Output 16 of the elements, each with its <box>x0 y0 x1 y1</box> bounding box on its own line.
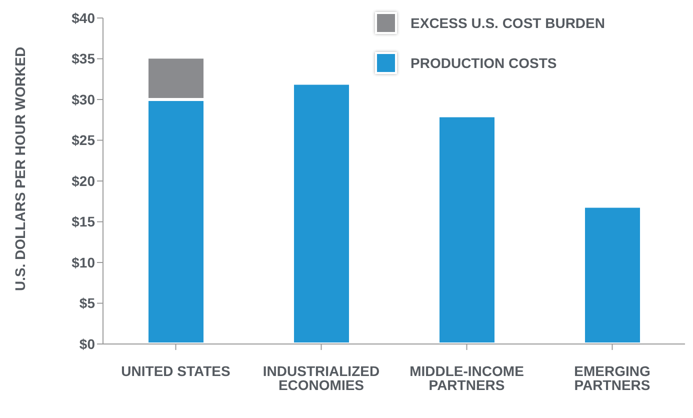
legend-label: PRODUCTION COSTS <box>410 55 557 71</box>
y-tick-label: $20 <box>72 172 96 189</box>
y-tick-label: $5 <box>79 295 96 312</box>
x-tick-label: EMERGING PARTNERS <box>574 362 650 393</box>
y-tick-label: $40 <box>72 10 96 26</box>
y-tick-label: $0 <box>79 336 96 352</box>
y-tick-label: $30 <box>72 91 96 108</box>
x-tick-label: MIDDLE-INCOME PARTNERS <box>410 362 524 393</box>
y-tick-label: $10 <box>72 254 96 270</box>
legend-label: EXCESS U.S. COST BURDEN <box>410 15 605 31</box>
x-tick-label: INDUSTRIALIZED ECONOMIES <box>262 362 380 393</box>
y-tick-label: $35 <box>72 50 96 67</box>
y-tick-label: $25 <box>72 132 96 148</box>
y-axis-title: U.S. DOLLARS PER HOUR WORKED <box>12 46 28 291</box>
y-tick-label: $15 <box>72 214 96 230</box>
x-tick-label: UNITED STATES <box>121 362 230 379</box>
